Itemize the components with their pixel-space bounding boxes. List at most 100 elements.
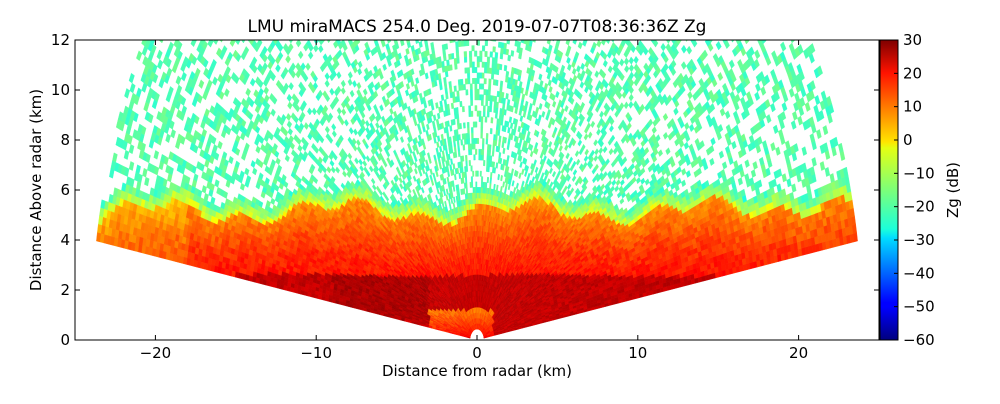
radar-gate <box>683 141 690 150</box>
radar-gate <box>792 110 798 121</box>
radar-gate <box>673 107 679 116</box>
radar-gate <box>737 177 743 186</box>
radar-gate <box>547 79 552 87</box>
radar-gate <box>511 180 515 187</box>
radar-gate <box>611 179 617 187</box>
radar-gate <box>795 28 801 38</box>
radar-gate <box>770 102 776 113</box>
radar-gate <box>577 41 583 50</box>
radar-gate <box>566 56 571 65</box>
radar-gate <box>541 110 546 118</box>
radar-gate <box>565 40 571 46</box>
radar-gate <box>546 178 551 185</box>
radar-gate <box>518 172 522 180</box>
radar-gate <box>600 40 607 46</box>
radar-gate <box>660 42 667 52</box>
radar-gate <box>519 161 523 169</box>
radar-gate <box>527 172 531 180</box>
radar-gate <box>781 101 788 112</box>
radar-gate <box>633 55 639 65</box>
radar-gate <box>535 106 540 114</box>
chart-title: LMU miraMACS 254.0 Deg. 2019-07-07T08:36… <box>248 17 707 37</box>
radar-gate <box>583 155 589 163</box>
radar-gate <box>733 30 739 39</box>
radar-gate <box>798 25 804 35</box>
radar-gate <box>811 157 817 167</box>
radar-gate <box>594 148 599 156</box>
radar-gate <box>537 114 542 122</box>
radar-gate <box>533 159 537 166</box>
radar-gate <box>770 142 776 152</box>
radar-gate <box>851 224 857 234</box>
radar-gate <box>599 110 604 119</box>
radar-gate <box>521 180 525 188</box>
radar-gate <box>761 25 767 34</box>
radar-gate <box>788 87 795 98</box>
radar-gate <box>790 40 796 44</box>
radar-gate <box>681 179 687 188</box>
radar-gate <box>744 40 750 45</box>
radar-gate <box>540 172 545 179</box>
radar-gate <box>565 152 570 160</box>
radar-gate <box>555 90 560 99</box>
radar-gate <box>571 175 577 183</box>
radar-gate <box>546 40 551 45</box>
radar-gate <box>593 154 599 162</box>
radar-gate <box>515 182 519 190</box>
radar-gate <box>681 44 687 54</box>
radar-gate <box>731 40 735 43</box>
radar-gate <box>531 176 536 183</box>
radar-gate <box>548 167 553 175</box>
radar-gate <box>521 168 525 176</box>
radar-gate <box>731 140 737 150</box>
radar-gate <box>628 64 635 73</box>
radar-gate <box>852 232 858 243</box>
radar-gate <box>619 58 625 67</box>
radar-gate <box>567 183 572 190</box>
radar-gate <box>564 104 569 113</box>
radar-gate <box>635 176 641 185</box>
radar-gate <box>665 147 671 156</box>
radar-gate <box>609 124 614 133</box>
radar-gate <box>628 93 634 102</box>
radar-gate <box>752 161 758 170</box>
radar-gate <box>814 94 821 106</box>
radar-gate <box>584 148 589 156</box>
radar-gate <box>760 86 767 96</box>
radar-gate <box>628 56 634 65</box>
radar-gate <box>548 85 553 94</box>
radar-gate <box>744 159 750 168</box>
radar-gate <box>776 183 782 193</box>
radar-gate <box>577 139 583 147</box>
radar-gate <box>754 49 761 60</box>
radar-gate <box>513 186 517 194</box>
radar-gate <box>558 144 563 152</box>
radar-gate <box>596 40 602 48</box>
radar-gate <box>688 123 695 133</box>
radar-gate <box>797 115 803 126</box>
radar-gate <box>602 146 608 154</box>
radar-gate <box>662 131 669 140</box>
radar-gate <box>553 126 558 134</box>
radar-gate <box>534 141 539 149</box>
radar-gate <box>569 187 575 194</box>
radar-gate <box>754 91 761 102</box>
radar-gate <box>824 167 831 177</box>
radar-gate <box>657 149 663 157</box>
radar-gate <box>614 185 620 193</box>
radar-gate <box>813 104 820 115</box>
radar-gate <box>781 173 787 183</box>
radar-gate <box>539 79 544 88</box>
radar-gate <box>619 197 625 205</box>
radar-gate <box>752 25 758 34</box>
radar-gate <box>574 150 580 158</box>
radar-gate <box>563 185 568 192</box>
radar-gate <box>715 40 722 51</box>
radar-gate <box>819 161 826 171</box>
radar-gate <box>816 129 822 140</box>
radar-gate <box>804 101 811 112</box>
radar-gate <box>724 110 731 120</box>
radar-gate <box>572 169 578 176</box>
radar-gate <box>750 169 757 178</box>
radar-gate <box>546 108 551 116</box>
